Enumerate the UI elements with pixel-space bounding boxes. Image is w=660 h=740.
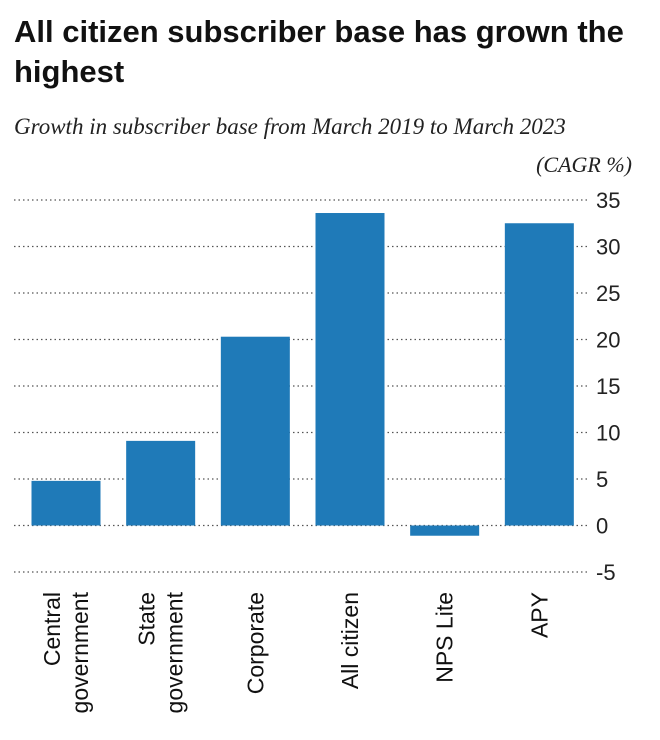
y-tick-label: 10 [596, 421, 620, 446]
x-tick-label-line: All citizen [337, 592, 363, 689]
y-tick-label: 15 [596, 374, 620, 399]
bar [315, 213, 385, 526]
y-tick-label: 25 [596, 281, 620, 306]
x-tick-label-line: government [162, 591, 188, 713]
x-tick-label: NPS Lite [432, 592, 458, 683]
y-tick-label: -5 [596, 560, 616, 585]
x-tick-label: All citizen [337, 592, 363, 689]
y-tick-label: 0 [596, 514, 608, 539]
bar [220, 336, 290, 526]
y-tick-label: 35 [596, 188, 620, 213]
x-tick-label: Corporate [242, 592, 268, 694]
bar [410, 525, 480, 536]
x-tick-label-line: Central [39, 592, 65, 666]
x-tick-label-line: government [67, 591, 93, 713]
x-tick-label-line: APY [526, 592, 552, 638]
x-tick-label-line: NPS Lite [432, 592, 458, 683]
bar [126, 440, 196, 526]
y-axis-unit-label: (CAGR %) [536, 152, 632, 177]
bar [31, 480, 101, 526]
y-tick-label: 30 [596, 235, 620, 260]
x-tick-label-line: State [134, 592, 160, 646]
chart-subtitle: Growth in subscriber base from March 201… [14, 114, 566, 139]
x-tick-label: State government [134, 591, 188, 713]
x-tick-label: Central government [39, 591, 93, 713]
chart-title: All citizen subscriber base has grown th… [14, 14, 624, 89]
x-tick-label: APY [526, 592, 552, 638]
y-tick-label: 5 [596, 467, 608, 492]
x-tick-label-line: Corporate [242, 592, 268, 694]
y-tick-label: 20 [596, 328, 620, 353]
bar [504, 223, 574, 526]
